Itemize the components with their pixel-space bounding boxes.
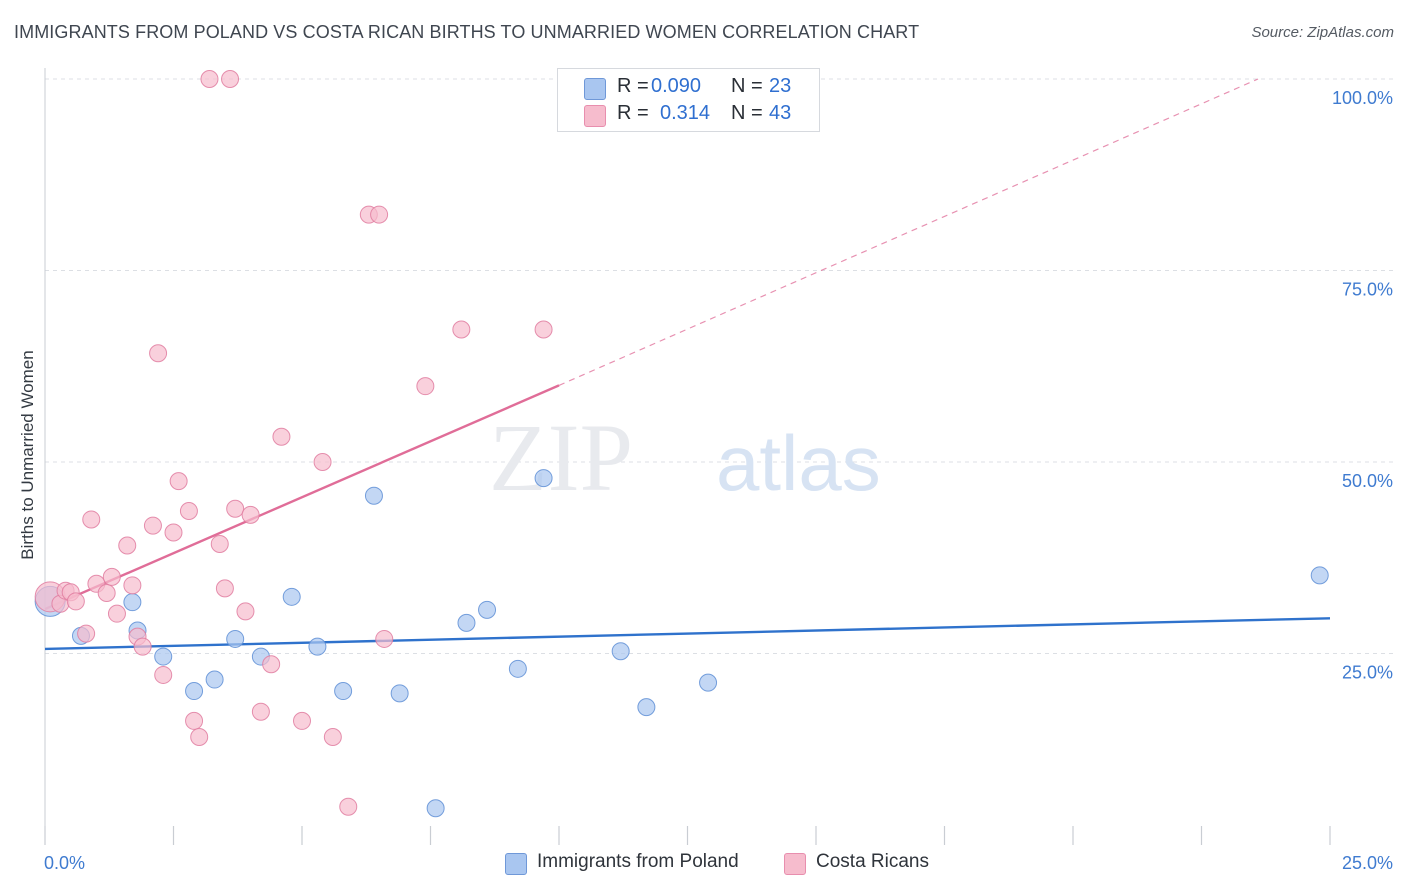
poland-point — [457, 613, 476, 632]
tick-labels: 25.0% 50.0% 75.0% 100.0% 0.0% 25.0% — [44, 88, 1393, 873]
costa-point — [215, 579, 234, 598]
poland-point — [334, 682, 353, 701]
bottom-costa-label: Costa Ricans — [816, 851, 929, 872]
y-tick-label: 50.0% — [1342, 471, 1393, 491]
costa-point — [210, 534, 229, 553]
costa-point — [416, 377, 435, 396]
costa-point — [77, 624, 96, 643]
costa-n-value: 43 — [769, 102, 792, 124]
costa-point — [149, 344, 168, 363]
costa-point — [97, 583, 116, 602]
costa-point — [200, 70, 219, 88]
poland-point — [637, 698, 656, 717]
costa-point — [339, 797, 358, 816]
costa-point — [143, 516, 162, 535]
chart-title: IMMIGRANTS FROM POLAND VS COSTA RICAN BI… — [14, 22, 920, 42]
costa-point — [221, 70, 240, 88]
bottom-poland-label: Immigrants from Poland — [537, 851, 739, 872]
costa-point — [169, 472, 188, 491]
poland-point — [123, 593, 142, 612]
costa-point — [293, 711, 311, 730]
costa-point — [272, 427, 291, 446]
zipatlas-watermark: ZIP atlas — [489, 404, 881, 511]
y-tick-label: 25.0% — [1342, 663, 1393, 683]
data-points — [34, 70, 1329, 818]
poland-point — [226, 629, 245, 648]
costa-point — [102, 567, 121, 586]
poland-point — [154, 647, 173, 666]
costa-point — [375, 629, 394, 648]
poland-r-label: R = — [617, 75, 649, 97]
source-label: Source: ZipAtlas.com — [1251, 24, 1394, 41]
costa-point — [133, 637, 152, 656]
poland-point — [308, 637, 327, 656]
x-tick-label: 0.0% — [44, 853, 85, 873]
costa-point — [534, 320, 553, 339]
watermark-zip: ZIP — [489, 404, 633, 511]
costa-point — [190, 727, 209, 746]
poland-point — [426, 799, 445, 818]
poland-point — [508, 659, 527, 678]
poland-point — [205, 670, 224, 689]
costa-point — [66, 592, 85, 611]
costa-point — [179, 502, 198, 521]
poland-point — [282, 587, 301, 606]
bottom-costa-swatch — [784, 853, 806, 875]
poland-point — [699, 673, 718, 692]
poland-point — [1310, 566, 1329, 585]
poland-trend-line — [44, 617, 1331, 651]
costa-point — [370, 205, 389, 224]
costa-point — [123, 576, 142, 595]
poland-point — [534, 469, 553, 488]
poland-point — [390, 684, 409, 703]
poland-swatch — [584, 78, 606, 100]
axes — [44, 68, 1331, 845]
grid-lines — [45, 78, 1395, 654]
costa-point — [323, 727, 342, 746]
costa-point — [452, 320, 471, 339]
poland-n-label: N = — [731, 75, 763, 97]
y-tick-label: 75.0% — [1342, 280, 1393, 300]
x-tick-label: 25.0% — [1342, 853, 1393, 873]
y-tick-label: 100.0% — [1332, 88, 1393, 108]
poland-point — [611, 642, 630, 661]
costa-n-label: N = — [731, 102, 763, 124]
poland-point — [185, 682, 204, 701]
costa-swatch — [584, 105, 606, 127]
costa-point — [118, 536, 137, 555]
costa-point — [185, 711, 204, 730]
costa-point — [226, 499, 245, 518]
costa-point — [262, 655, 281, 674]
costa-r-label: R = — [617, 102, 649, 124]
costa-point — [154, 665, 173, 684]
costa-point — [313, 453, 332, 471]
costa-trend-line — [44, 384, 560, 611]
correlation-legend: R = 0.090 N = 23 R = 0.314 N = 43 — [557, 68, 820, 132]
costa-point — [82, 510, 101, 529]
poland-n-value: 23 — [769, 75, 792, 97]
bottom-poland-swatch — [505, 853, 527, 875]
costa-point — [251, 702, 270, 721]
watermark-atlas: atlas — [716, 419, 881, 507]
costa-point — [236, 602, 255, 621]
costa-point — [107, 604, 126, 623]
costa-point — [241, 505, 260, 524]
poland-r-value: 0.090 — [651, 75, 702, 97]
poland-point — [364, 486, 383, 505]
poland-point — [478, 600, 497, 619]
trend-lines — [44, 78, 1331, 651]
costa-r-value: 0.314 — [660, 102, 711, 124]
costa-point — [164, 523, 183, 542]
